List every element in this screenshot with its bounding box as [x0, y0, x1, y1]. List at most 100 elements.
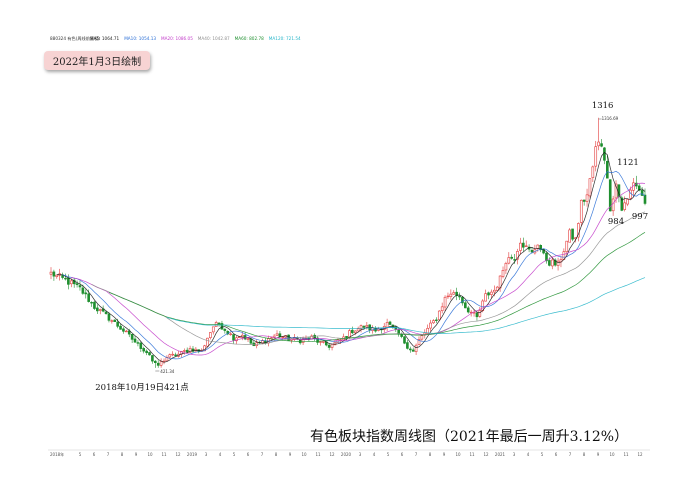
ma-line-ma20 [71, 182, 646, 356]
candle-body [319, 341, 322, 343]
candle-body [362, 325, 366, 328]
candle-body [235, 337, 238, 342]
candle-body [130, 333, 134, 340]
x-tick-label: 8 [121, 452, 124, 457]
x-tick-label: 6 [93, 452, 96, 457]
candle-body [69, 280, 73, 285]
candle-body [171, 353, 175, 356]
candle-body [521, 242, 525, 248]
x-tick-label: 5 [79, 452, 82, 457]
candle-body [142, 348, 146, 352]
x-tick-label: 5 [387, 452, 390, 457]
x-tick-label: 3 [359, 452, 362, 457]
candle-body [87, 293, 90, 302]
candle-body [588, 178, 592, 197]
candle-body [414, 344, 418, 352]
header-ma-label-0: MA5: 1064.71 [90, 36, 120, 41]
candle-body [55, 274, 59, 277]
candle-body [162, 360, 166, 363]
candle-body [620, 197, 624, 211]
candle-body [507, 257, 511, 264]
candle-body [136, 342, 140, 344]
candle-body [449, 293, 453, 297]
candle-body [217, 322, 221, 325]
candle-body [548, 260, 551, 266]
candle-body [637, 185, 641, 191]
candle-body [49, 271, 53, 275]
candle-body [359, 325, 363, 330]
x-tick-label: 2019 [187, 452, 198, 457]
ma-line-ma60 [108, 232, 646, 343]
candle-body [550, 259, 554, 267]
x-tick-label: 2021 [495, 452, 506, 457]
candle-body [530, 249, 534, 253]
x-tick-label: 10 [455, 452, 461, 457]
candle-body [377, 328, 380, 331]
x-tick-label: 8 [429, 452, 432, 457]
candle-body [487, 292, 490, 296]
candle-body [403, 336, 406, 344]
candle-body [281, 336, 285, 339]
x-tick-label: 11 [469, 452, 475, 457]
candle-body [107, 313, 111, 321]
candle-body [539, 245, 542, 251]
candle-body [182, 350, 186, 352]
candle-body [327, 344, 331, 348]
candle-body [582, 199, 586, 202]
candle-body [211, 326, 215, 333]
candle-body [556, 260, 560, 266]
x-tick-label: 12 [329, 452, 335, 457]
candle-body [116, 321, 119, 327]
candle-body [464, 302, 467, 309]
candle-body [220, 323, 224, 330]
x-tick-label: 10 [301, 452, 307, 457]
candle-body [597, 141, 600, 147]
candle-body [461, 297, 464, 304]
annotation-low-date: 2018年10月19日421点 [95, 382, 189, 393]
candle-body [156, 362, 160, 366]
candle-body [519, 242, 522, 251]
ma-line-ma120 [166, 277, 646, 334]
candle-body [93, 301, 96, 309]
candle-body [579, 199, 583, 223]
candle-body [571, 228, 574, 240]
date-badge: 2022年1月3日绘制 [44, 51, 150, 70]
x-tick-label: 12 [483, 452, 489, 457]
candle-body [110, 320, 114, 322]
candle-body [322, 341, 325, 343]
candle-body [90, 302, 93, 304]
x-tick-label: 11 [161, 452, 167, 457]
x-tick-label: 6 [555, 452, 558, 457]
annotation-997: 997 [632, 212, 648, 222]
annotation-1121: 1121 [617, 158, 639, 168]
candle-body [301, 338, 305, 343]
candle-body [229, 333, 232, 335]
candle-body [353, 330, 357, 334]
x-tick-label: 4 [219, 452, 222, 457]
candle-body [385, 322, 389, 328]
candle-body [568, 229, 571, 243]
candle-body [191, 348, 195, 352]
candle-body [626, 199, 629, 205]
candle-body [524, 245, 528, 247]
candle-body [159, 361, 163, 366]
x-tick-label: 7 [569, 452, 572, 457]
candle-body [148, 352, 151, 356]
candle-body [513, 259, 516, 261]
candle-body [275, 333, 279, 336]
candle-body [484, 293, 487, 302]
x-tick-label: 9 [443, 452, 446, 457]
candle-body [133, 338, 137, 343]
x-tick-label: 2020 [341, 452, 352, 457]
candle-body [493, 289, 496, 293]
x-tick-label: 6 [401, 452, 404, 457]
candle-body [437, 310, 441, 321]
candle-body [75, 283, 79, 285]
ma-line-ma10 [62, 170, 646, 360]
candle-body [435, 319, 438, 321]
x-tick-label: 8 [583, 452, 586, 457]
chart-title: 有色板块指数周线图（2021年最后一周升3.12%） [310, 429, 629, 445]
candle-body [426, 327, 429, 335]
header-ma-label-4: MA60: 802.78 [235, 36, 265, 41]
